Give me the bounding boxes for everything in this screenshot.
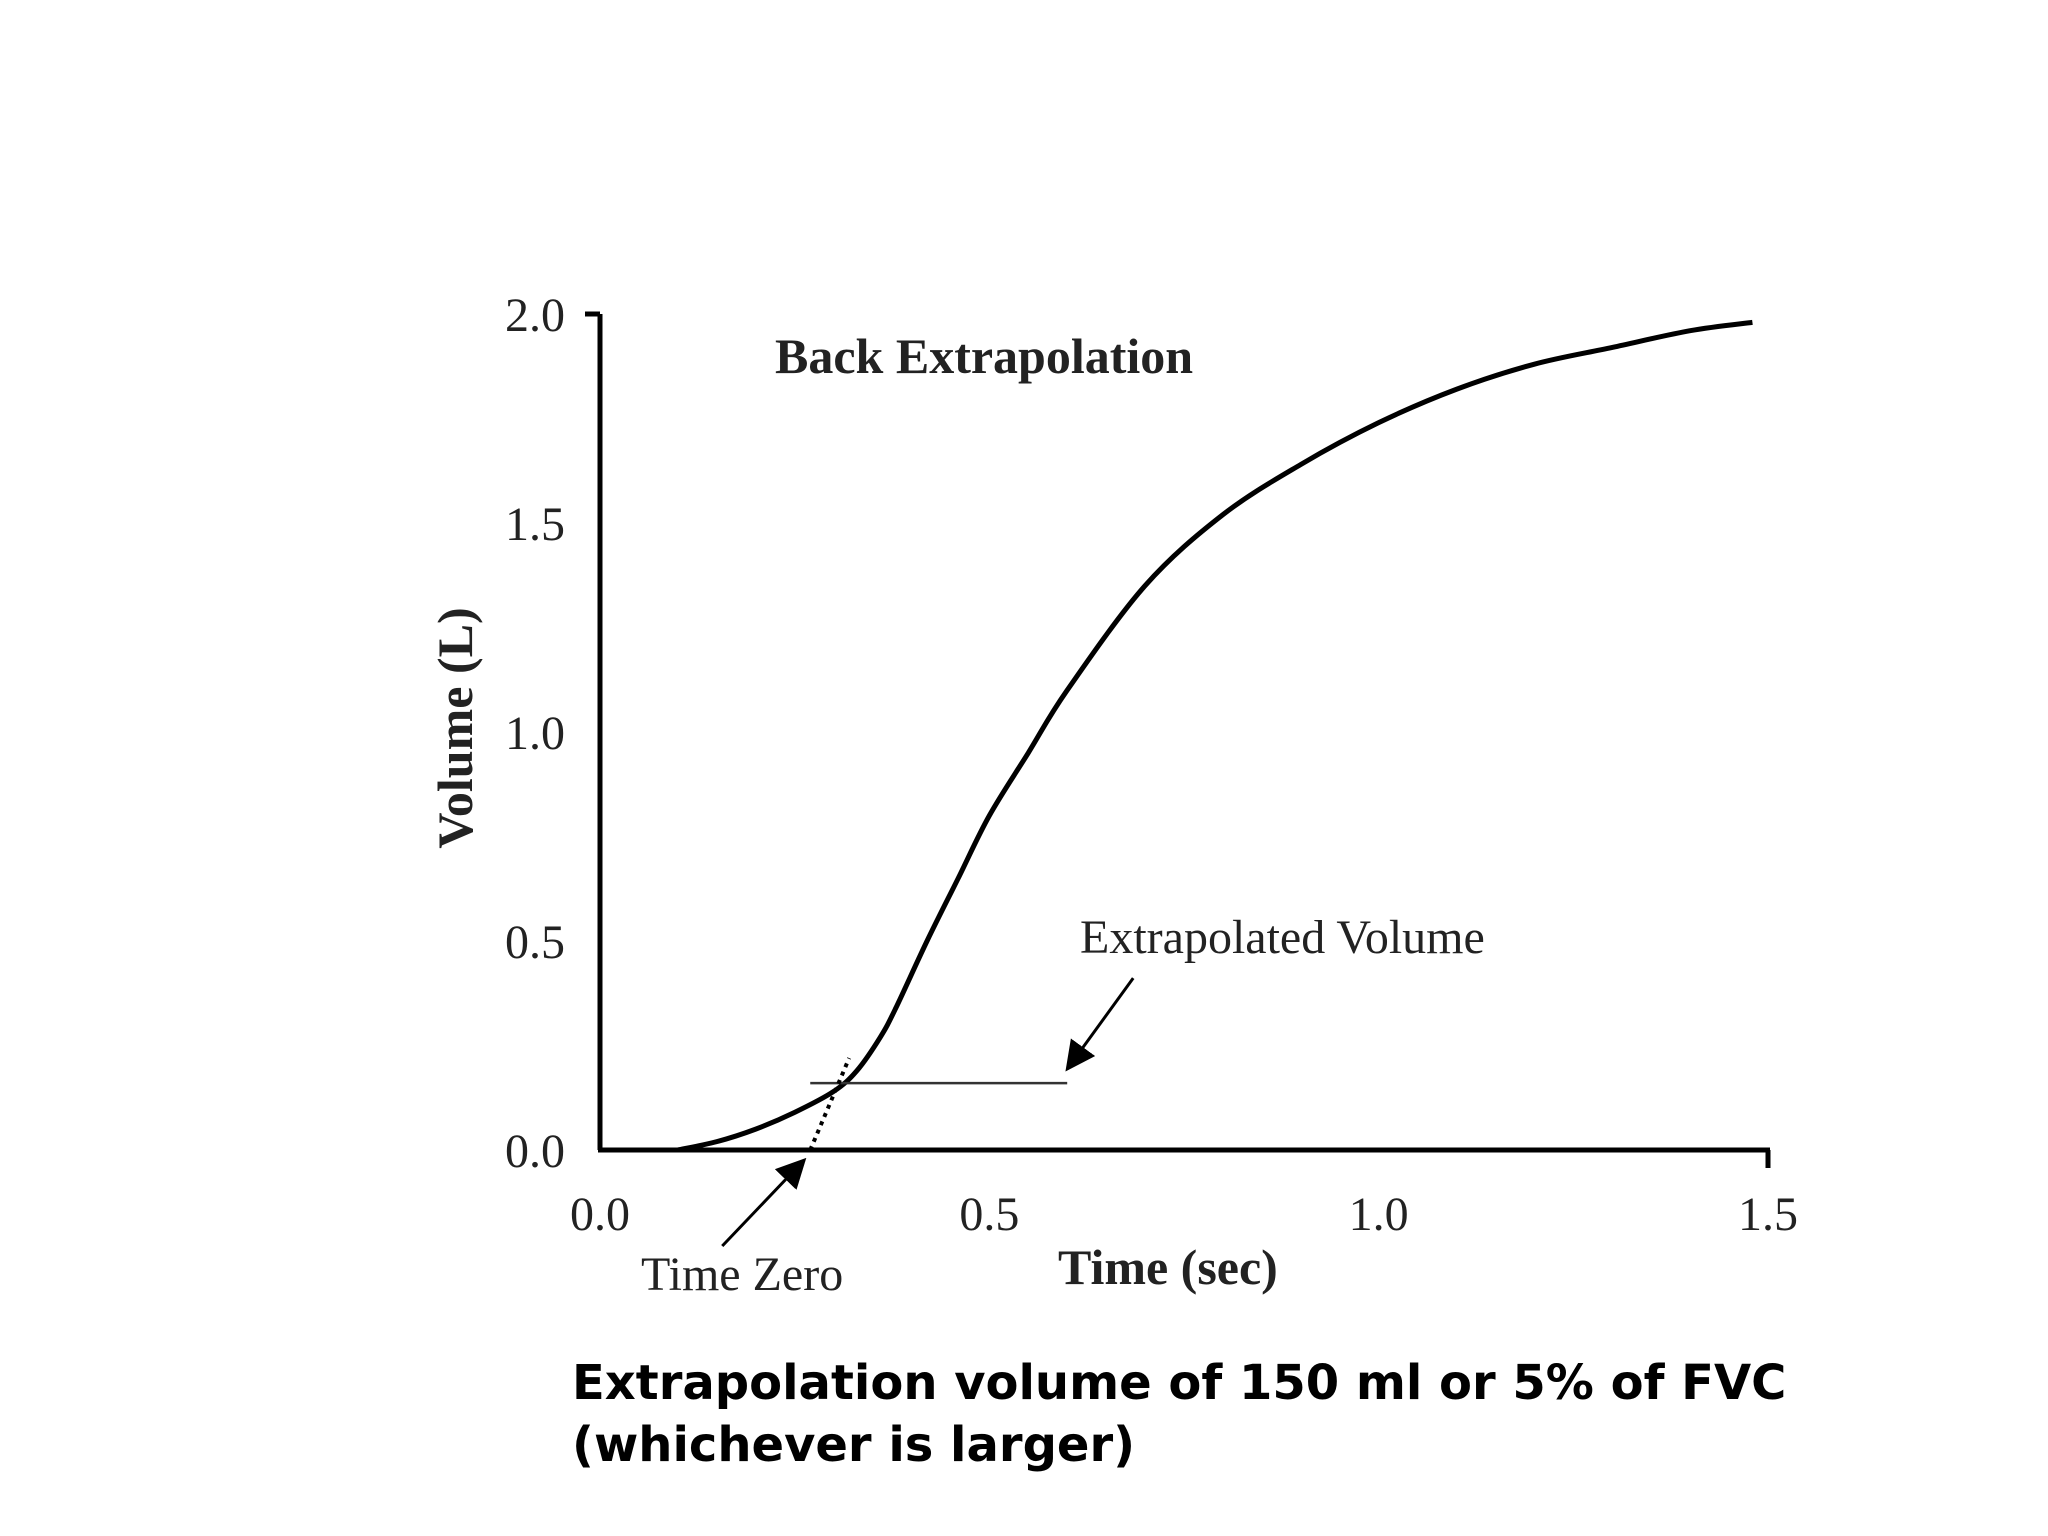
- arrow-extrapolated-volume: [1065, 977, 1135, 1072]
- annotation-extrapolated-volume: Extrapolated Volume: [1080, 911, 1485, 964]
- caption: Extrapolation volume of 150 ml or 5% of …: [572, 1355, 1787, 1473]
- y-tick-label: 0.0: [505, 1125, 565, 1178]
- y-axis-label: Volume (L): [427, 607, 483, 848]
- y-tick-label: 2.0: [505, 289, 565, 342]
- chart-title: Back Extrapolation: [775, 328, 1193, 384]
- y-tick-label: 1.0: [505, 707, 565, 760]
- y-tick-label: 0.5: [505, 916, 565, 969]
- x-tick-label: 1.0: [1349, 1188, 1409, 1241]
- x-tick-label: 1.5: [1738, 1188, 1798, 1241]
- tick-labels: 0.0 0.5 1.0 1.5 0.0 0.5 1.0 1.5 2.0: [505, 289, 1798, 1241]
- annotations: [721, 977, 1135, 1248]
- back-extrapolation-line: [808, 1057, 852, 1151]
- series-group: [677, 319, 1753, 1153]
- series-line: [677, 319, 1753, 1153]
- axes: [585, 311, 1771, 1168]
- x-tick-label: 0.5: [959, 1188, 1019, 1241]
- y-tick-label: 1.5: [505, 498, 565, 551]
- annotation-time-zero: Time Zero: [641, 1248, 843, 1301]
- x-tick-label: 0.0: [570, 1188, 630, 1241]
- x-axis-label: Time (sec): [1058, 1239, 1278, 1295]
- arrow-time-zero: [721, 1157, 807, 1248]
